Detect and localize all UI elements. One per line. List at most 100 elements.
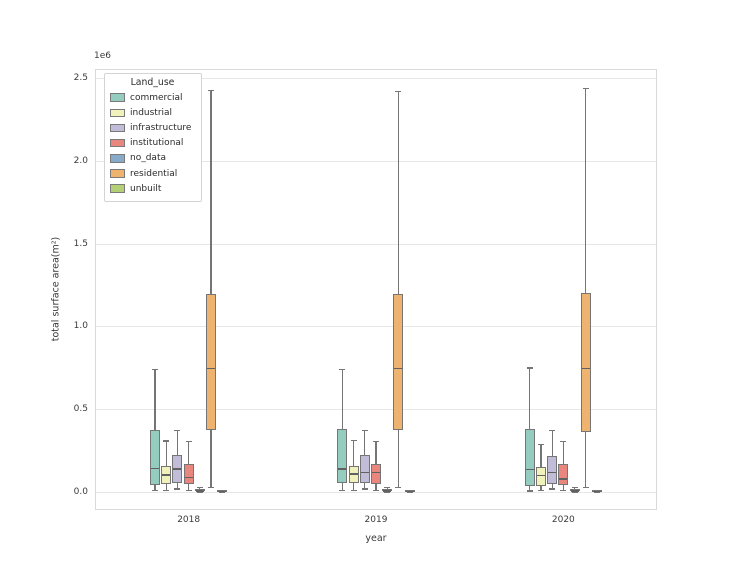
- whisker-upper-infrastructure-2019: [364, 430, 366, 455]
- cap-upper-infrastructure-2018: [174, 429, 181, 431]
- whisker-lower-institutional-2019: [375, 484, 377, 490]
- gridline-y-0.5: [96, 409, 656, 410]
- whisker-upper-infrastructure-2020: [551, 430, 553, 456]
- cap-upper-unbuilt-2018: [219, 489, 226, 491]
- cap-lower-infrastructure-2019: [361, 488, 368, 490]
- whisker-upper-residential-2019: [397, 90, 399, 294]
- legend-item-label: institutional: [130, 138, 184, 149]
- cap-upper-commercial-2018: [152, 369, 159, 371]
- whisker-upper-industrial-2019: [353, 439, 355, 466]
- cap-lower-industrial-2018: [163, 489, 170, 491]
- cap-lower-unbuilt-2018: [219, 491, 226, 493]
- cap-lower-industrial-2020: [537, 490, 544, 492]
- cap-upper-commercial-2019: [339, 369, 346, 371]
- cap-lower-residential-2019: [395, 486, 402, 488]
- box-infrastructure-2020: [547, 455, 558, 484]
- legend-item-label: infrastructure: [130, 122, 192, 133]
- whisker-lower-residential-2018: [210, 430, 212, 487]
- legend-item-no_data: no_data: [110, 151, 195, 166]
- y-tick-label-0.5: 0.5: [73, 404, 88, 414]
- cap-upper-industrial-2018: [163, 440, 170, 442]
- box-commercial-2020: [524, 429, 535, 486]
- median-commercial-2019: [338, 468, 347, 470]
- industrial-swatch-icon: [110, 108, 125, 118]
- median-industrial-2019: [349, 473, 358, 475]
- box-infrastructure-2019: [359, 454, 370, 484]
- median-no_data-2019: [383, 490, 392, 492]
- cap-lower-commercial-2018: [152, 489, 159, 491]
- whisker-upper-institutional-2019: [375, 440, 377, 465]
- legend: Land_use commercial industrial infrastruct…: [104, 73, 202, 203]
- y-tick-label-2.0: 2.0: [73, 155, 88, 166]
- x-tick-label-2018: 2018: [177, 515, 201, 525]
- median-residential-2019: [394, 367, 403, 370]
- whisker-lower-institutional-2018: [188, 483, 190, 490]
- whisker-lower-infrastructure-2018: [176, 483, 179, 489]
- whisker-upper-infrastructure-2018: [176, 429, 179, 455]
- cap-upper-residential-2018: [208, 89, 215, 91]
- median-unbuilt-2019: [405, 490, 414, 493]
- x-tick-label-2019: 2019: [364, 515, 388, 525]
- gridline-y-1.0: [96, 326, 656, 328]
- cap-lower-infrastructure-2020: [549, 488, 556, 490]
- cap-upper-commercial-2020: [526, 367, 533, 369]
- cap-lower-residential-2018: [208, 486, 215, 488]
- whisker-lower-infrastructure-2019: [364, 483, 366, 489]
- legend-title: Land_use: [130, 77, 175, 88]
- whisker-upper-institutional-2018: [188, 440, 190, 465]
- legend-item-label: residential: [130, 168, 178, 179]
- x-tick-label-2020: 2020: [551, 515, 575, 525]
- cap-upper-unbuilt-2020: [593, 489, 600, 491]
- whisker-upper-industrial-2018: [165, 440, 167, 466]
- legend-item-infrastructure: infrastructure: [110, 120, 195, 135]
- whisker-lower-infrastructure-2020: [551, 483, 553, 489]
- legend-item-residential: residential: [110, 166, 195, 181]
- median-unbuilt-2018: [218, 490, 227, 493]
- legend-item-label: unbuilt: [130, 183, 162, 194]
- cap-lower-commercial-2019: [339, 489, 346, 491]
- institutional-swatch-icon: [110, 138, 125, 148]
- legend-item-label: no_data: [130, 153, 166, 164]
- residential-swatch-icon: [110, 169, 125, 178]
- cap-lower-infrastructure-2018: [174, 488, 181, 490]
- box-commercial-2018: [150, 429, 161, 485]
- whisker-upper-industrial-2020: [540, 444, 542, 467]
- median-institutional-2020: [559, 478, 568, 480]
- cap-upper-institutional-2020: [560, 440, 567, 443]
- median-no_data-2018: [195, 490, 204, 492]
- whisker-upper-commercial-2018: [154, 369, 156, 430]
- gridline-y-2.5: [96, 78, 656, 80]
- whisker-lower-industrial-2020: [540, 485, 542, 491]
- box-commercial-2019: [337, 429, 348, 484]
- median-infrastructure-2019: [360, 472, 369, 474]
- whisker-lower-residential-2019: [397, 430, 399, 487]
- whisker-lower-residential-2020: [585, 431, 587, 487]
- median-residential-2018: [207, 367, 216, 370]
- median-institutional-2018: [184, 476, 193, 478]
- box-institutional-2019: [371, 464, 381, 485]
- cap-upper-no_data-2018: [196, 486, 203, 488]
- infrastructure-swatch-icon: [110, 123, 125, 133]
- median-commercial-2020: [525, 468, 534, 471]
- commercial-swatch-icon: [110, 93, 125, 102]
- median-no_data-2020: [570, 490, 579, 492]
- cap-upper-institutional-2019: [373, 440, 379, 443]
- box-residential-2018: [206, 294, 217, 431]
- median-unbuilt-2020: [592, 490, 601, 493]
- whisker-lower-commercial-2018: [154, 484, 156, 490]
- median-infrastructure-2020: [548, 472, 557, 474]
- cap-lower-institutional-2020: [560, 490, 567, 492]
- cap-upper-infrastructure-2020: [549, 430, 556, 432]
- whisker-lower-commercial-2019: [341, 483, 343, 490]
- median-commercial-2018: [151, 467, 160, 469]
- median-industrial-2018: [162, 474, 171, 476]
- legend-item-institutional: institutional: [110, 136, 195, 151]
- y-tick-label-1.0: 1.0: [73, 321, 88, 332]
- cap-upper-residential-2019: [395, 90, 402, 92]
- y-tick-label-2.5: 2.5: [73, 73, 88, 84]
- whisker-upper-commercial-2019: [341, 369, 343, 430]
- cap-lower-industrial-2019: [350, 489, 357, 491]
- cap-upper-unbuilt-2019: [406, 489, 413, 491]
- box-residential-2019: [393, 293, 404, 431]
